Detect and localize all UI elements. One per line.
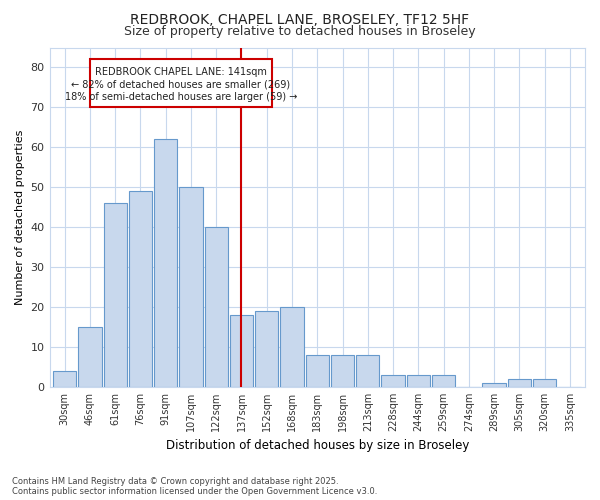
Bar [205,227,228,387]
Bar [407,375,430,387]
Bar [533,379,556,387]
Text: REDBROOK, CHAPEL LANE, BROSELEY, TF12 5HF: REDBROOK, CHAPEL LANE, BROSELEY, TF12 5H… [130,12,470,26]
Bar [255,311,278,387]
Text: Contains HM Land Registry data © Crown copyright and database right 2025.: Contains HM Land Registry data © Crown c… [12,477,338,486]
Bar [280,307,304,387]
Bar [154,140,178,387]
Text: Size of property relative to detached houses in Broseley: Size of property relative to detached ho… [124,25,476,38]
Text: 18% of semi-detached houses are larger (59) →: 18% of semi-detached houses are larger (… [65,92,297,102]
Bar [90,60,272,108]
Bar [104,203,127,387]
Bar [382,375,404,387]
Bar [179,188,203,387]
X-axis label: Distribution of detached houses by size in Broseley: Distribution of detached houses by size … [166,440,469,452]
Text: ← 82% of detached houses are smaller (269): ← 82% of detached houses are smaller (26… [71,80,290,90]
Bar [53,371,76,387]
Bar [432,375,455,387]
Bar [508,379,531,387]
Bar [482,383,506,387]
Bar [356,355,379,387]
Bar [331,355,354,387]
Bar [79,327,101,387]
Bar [230,315,253,387]
Bar [305,355,329,387]
Text: REDBROOK CHAPEL LANE: 141sqm: REDBROOK CHAPEL LANE: 141sqm [95,66,267,76]
Y-axis label: Number of detached properties: Number of detached properties [15,130,25,305]
Text: Contains public sector information licensed under the Open Government Licence v3: Contains public sector information licen… [12,487,377,496]
Bar [129,192,152,387]
